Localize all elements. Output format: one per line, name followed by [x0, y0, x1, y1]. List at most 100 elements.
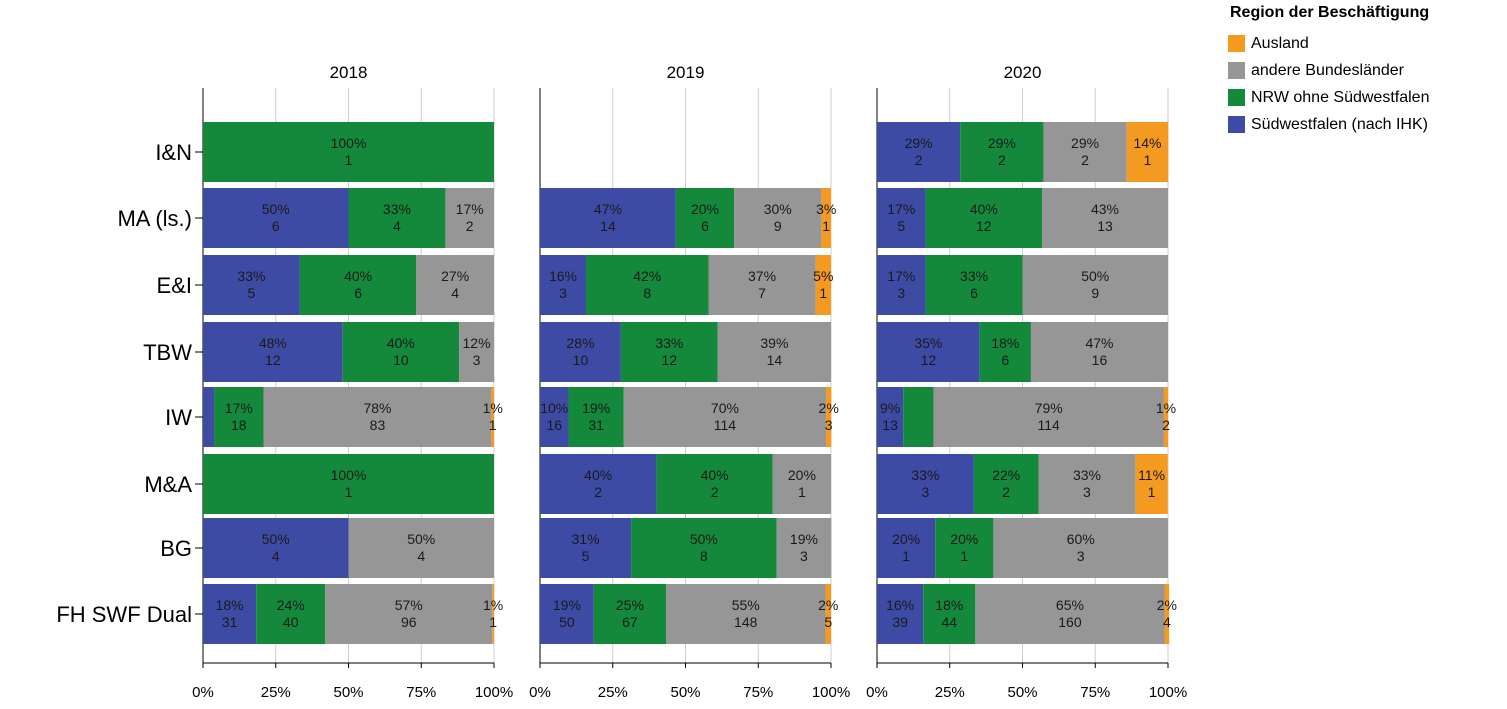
bar-segment-nrw-ohne-suedwestfalen — [923, 584, 976, 644]
bar-segment-andere-bundeslaender — [1022, 255, 1168, 315]
data-label-percent: 40% — [344, 268, 372, 284]
data-label-percent: 1% — [1156, 400, 1176, 416]
bar-segment-ausland — [491, 387, 494, 447]
data-label-percent: 17% — [887, 268, 915, 284]
x-tick-label: 25% — [598, 684, 628, 701]
bar-segment-nrw-ohne-suedwestfalen — [675, 188, 735, 248]
data-label-count: 3 — [473, 352, 481, 368]
bar-segment-suedwestfalen-nach-ihk — [540, 188, 676, 248]
data-label-count: 12 — [265, 352, 281, 368]
data-label-percent: 2% — [818, 597, 838, 613]
panel-title: 2020 — [1004, 63, 1042, 82]
bar-segment-andere-bundeslaender — [666, 584, 826, 644]
data-label-count: 44 — [942, 614, 958, 630]
category-label: IW — [165, 405, 192, 430]
x-tick-label: 100% — [475, 684, 513, 701]
data-label-count: 12 — [976, 218, 992, 234]
legend-title: Region der Beschäftigung — [1230, 4, 1430, 21]
data-label-percent: 78% — [363, 400, 391, 416]
x-tick-label: 50% — [333, 684, 363, 701]
bar-segment-nrw-ohne-suedwestfalen — [348, 188, 446, 248]
data-label-percent: 65% — [1056, 597, 1084, 613]
bar-segment-ausland — [1135, 454, 1168, 514]
data-label-percent: 50% — [262, 201, 290, 217]
data-label-count: 12 — [921, 352, 937, 368]
bar-segment-suedwestfalen-nach-ihk — [877, 255, 926, 315]
data-label-percent: 37% — [748, 268, 776, 284]
data-label-count: 13 — [1097, 218, 1113, 234]
data-label-percent: 55% — [732, 597, 760, 613]
data-label-count: 1 — [345, 152, 353, 168]
data-label-percent: 29% — [988, 135, 1016, 151]
data-label-count: 148 — [734, 614, 758, 630]
data-label-percent: 42% — [633, 268, 661, 284]
data-label-count: 2 — [1002, 484, 1010, 500]
data-label-count: 4 — [1163, 614, 1171, 630]
data-label-percent: 47% — [1085, 335, 1113, 351]
data-label-count: 114 — [1038, 417, 1061, 433]
data-label-percent: 31% — [572, 531, 600, 547]
data-label-percent: 100% — [331, 135, 367, 151]
data-label-percent: 20% — [691, 201, 719, 217]
data-label-count: 16 — [546, 417, 562, 433]
data-label-percent: 2% — [1157, 597, 1177, 613]
data-label-percent: 29% — [905, 135, 933, 151]
bar-segment-nrw-ohne-suedwestfalen — [342, 322, 460, 382]
bar-segment-suedwestfalen-nach-ihk — [540, 584, 594, 644]
bar-segment-ausland — [815, 255, 831, 315]
data-label-count: 1 — [798, 484, 806, 500]
data-label-count: 3 — [922, 484, 930, 500]
data-label-percent: 24% — [277, 597, 305, 613]
x-tick-label: 50% — [670, 684, 700, 701]
bar-segment-suedwestfalen-nach-ihk — [877, 387, 904, 447]
data-label-percent: 48% — [259, 335, 287, 351]
data-label-percent: 40% — [584, 467, 612, 483]
legend-swatch-andere-bundeslaender — [1228, 62, 1245, 79]
bar-segment-nrw-ohne-suedwestfalen — [214, 387, 264, 447]
data-label-percent: 17% — [456, 201, 484, 217]
bar-segment-nrw-ohne-suedwestfalen — [631, 518, 777, 578]
legend-label: Südwestfalen (nach IHK) — [1251, 115, 1428, 133]
bar-segment-andere-bundeslaender — [459, 322, 494, 382]
data-label-percent: 35% — [914, 335, 942, 351]
data-label-percent: 18% — [935, 597, 963, 613]
data-label-percent: 70% — [711, 400, 739, 416]
data-label-percent: 27% — [441, 268, 469, 284]
bar-segment-andere-bundeslaender — [933, 387, 1164, 447]
bar-segment-suedwestfalen-nach-ihk — [203, 322, 343, 382]
bar-segment-andere-bundeslaender — [708, 255, 816, 315]
data-label-percent: 33% — [655, 335, 683, 351]
bar-segment-suedwestfalen-nach-ihk — [877, 322, 980, 382]
data-label-percent: 20% — [950, 531, 978, 547]
data-label-percent: 2% — [819, 400, 839, 416]
bar-segment-suedwestfalen-nach-ihk — [877, 122, 961, 182]
data-label-count: 39 — [892, 614, 908, 630]
data-label-count: 4 — [451, 285, 459, 301]
data-label-percent: 39% — [760, 335, 788, 351]
category-label: MA (ls.) — [117, 206, 192, 231]
bar-segment-nrw-ohne-suedwestfalen — [299, 255, 417, 315]
legend-swatch-nrw-ohne-suedwestfalen — [1228, 89, 1245, 106]
bar-segment-andere-bundeslaender — [776, 518, 832, 578]
data-label-percent: 20% — [788, 467, 816, 483]
legend-swatch-suedwestfalen — [1228, 116, 1245, 133]
bar-segment-nrw-ohne-suedwestfalen — [203, 122, 494, 182]
data-label-count: 50 — [559, 614, 575, 630]
legend-label: Ausland — [1251, 34, 1309, 52]
bar-segment-nrw-ohne-suedwestfalen — [593, 584, 667, 644]
data-label-count: 2 — [1162, 417, 1170, 433]
bar-segment-suedwestfalen-nach-ihk — [203, 188, 349, 248]
data-label-count: 160 — [1058, 614, 1082, 630]
bar-segment-andere-bundeslaender — [348, 518, 494, 578]
data-label-count: 1 — [489, 417, 497, 433]
data-label-percent: 30% — [764, 201, 792, 217]
bar-segment-andere-bundeslaender — [416, 255, 494, 315]
bar-segment-suedwestfalen-nach-ihk — [203, 387, 215, 447]
data-label-percent: 28% — [566, 335, 594, 351]
bar-segment-suedwestfalen-nach-ihk — [540, 322, 621, 382]
data-label-percent: 11% — [1138, 467, 1165, 483]
data-label-count: 1 — [960, 548, 968, 564]
bar-segment-andere-bundeslaender — [772, 454, 831, 514]
bar-segment-ausland — [1126, 122, 1169, 182]
